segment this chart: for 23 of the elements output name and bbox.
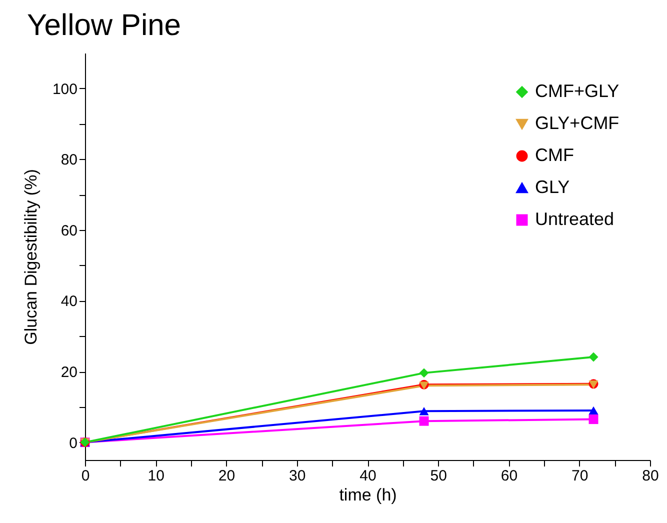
legend-label: CMF xyxy=(535,145,574,165)
x-tick-label: 80 xyxy=(642,468,659,484)
x-tick-label: 20 xyxy=(218,468,236,484)
legend-label: Untreated xyxy=(535,209,614,229)
y-axis-title: Glucan Digestibility (%) xyxy=(21,169,40,345)
legend-label: CMF+GLY xyxy=(535,81,620,101)
x-axis-title: time (h) xyxy=(339,486,397,504)
legend-label: GLY+CMF xyxy=(535,113,620,133)
y-tick-label: 20 xyxy=(60,364,78,382)
y-tick-label: 0 xyxy=(69,434,78,452)
x-tick-label: 10 xyxy=(148,468,164,484)
legend-label: GLY xyxy=(535,177,570,197)
chart-title: Yellow Pine xyxy=(26,9,181,42)
x-tick-label: 50 xyxy=(430,468,447,484)
x-tick-label: 60 xyxy=(500,468,518,484)
y-tick-label: 80 xyxy=(60,152,78,169)
y-tick-label: 60 xyxy=(60,222,78,240)
y-tick-label: 100 xyxy=(52,80,78,98)
x-tick-label: 70 xyxy=(572,468,588,484)
x-tick-label: 40 xyxy=(360,468,376,484)
y-tick-label: 40 xyxy=(60,293,78,310)
x-tick-label: 0 xyxy=(81,468,90,484)
x-tick-label: 30 xyxy=(289,468,306,484)
